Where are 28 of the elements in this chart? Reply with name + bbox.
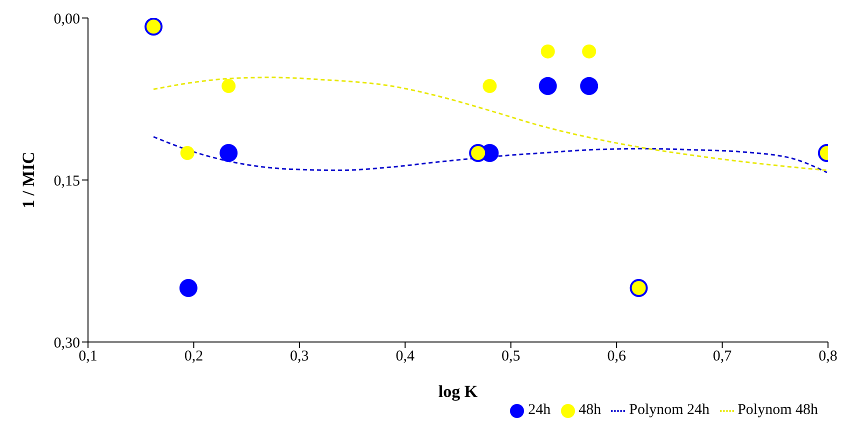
- point: [580, 77, 598, 96]
- line-series: [152, 76, 828, 172]
- point: [222, 79, 236, 94]
- point: [582, 44, 596, 58]
- x-tick-label: 0,5: [501, 348, 520, 365]
- point: [180, 146, 194, 160]
- line-series: [152, 136, 828, 174]
- y-tick-label: 0,00: [54, 11, 80, 28]
- y-tick-label: 0,15: [54, 173, 80, 190]
- x-tick-label: 0,6: [607, 348, 626, 365]
- legend-label: Polynom 48h: [738, 402, 818, 418]
- point: [482, 79, 497, 94]
- x-axis-title: log K: [438, 382, 478, 401]
- legend-label: 48h: [578, 402, 602, 418]
- point: [540, 44, 555, 58]
- y-axis-title: 1 / MIC: [19, 152, 38, 208]
- point: [220, 144, 238, 162]
- x-tick-label: 0,2: [184, 348, 204, 365]
- point: [179, 279, 198, 297]
- legend-label: 24h: [528, 402, 551, 418]
- point: [538, 77, 557, 96]
- y-tick-label: 0,30: [54, 335, 80, 352]
- x-tick-label: 0,7: [712, 348, 732, 365]
- x-tick-label: 0,8: [818, 348, 838, 365]
- legend-label: Polynom 24h: [629, 402, 710, 418]
- x-tick-label: 0,3: [290, 348, 309, 365]
- x-tick-label: 0,4: [396, 348, 416, 365]
- x-tick-label: 0,1: [78, 348, 98, 365]
